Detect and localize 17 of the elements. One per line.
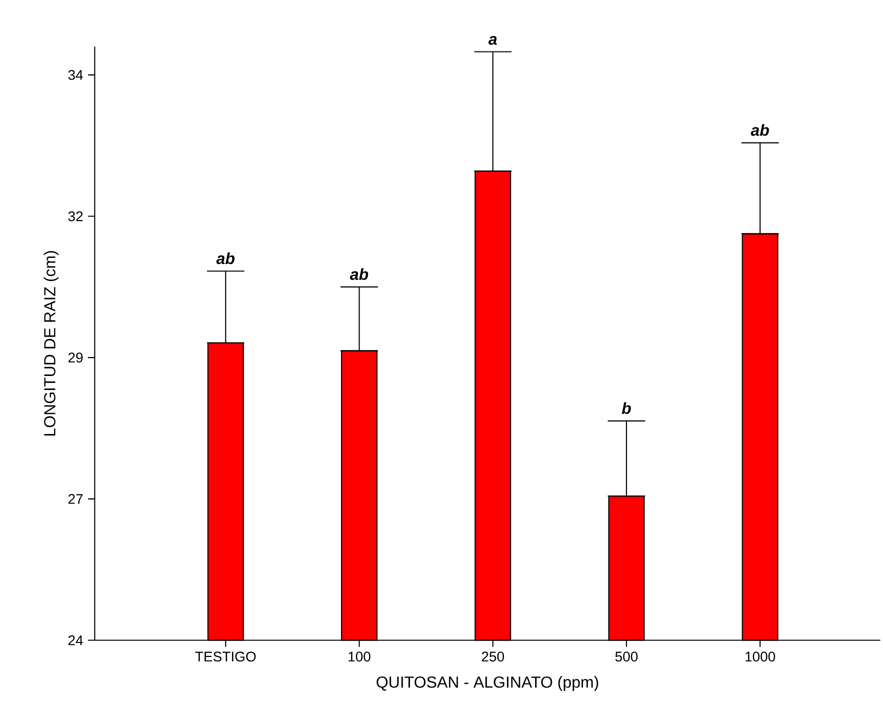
y-tick-label: 32 (68, 211, 83, 222)
y-tick-label: 27 (68, 494, 83, 504)
y-tick-label: 24 (68, 635, 83, 646)
x-tick-label: 100 (348, 652, 370, 662)
x-tick-label: 1000 (746, 652, 776, 662)
x-tick-label: TESTIGO (195, 652, 256, 662)
y-tick-label: 29 (68, 352, 83, 363)
x-tick-label: 500 (615, 652, 638, 662)
annotation: a (488, 36, 497, 45)
x-axis-title: QUITOSAN - ALGINATO (ppm) (376, 676, 598, 691)
annotation: ab (350, 268, 368, 280)
y-tick-label: 34 (68, 70, 83, 80)
annotation: ab (216, 252, 235, 264)
annotation: ab (750, 124, 769, 136)
annotation: b (622, 402, 631, 414)
y-axis-title: LONGITUD DE RAIZ (cm) (44, 251, 59, 436)
x-tick-label: 250 (482, 652, 504, 662)
